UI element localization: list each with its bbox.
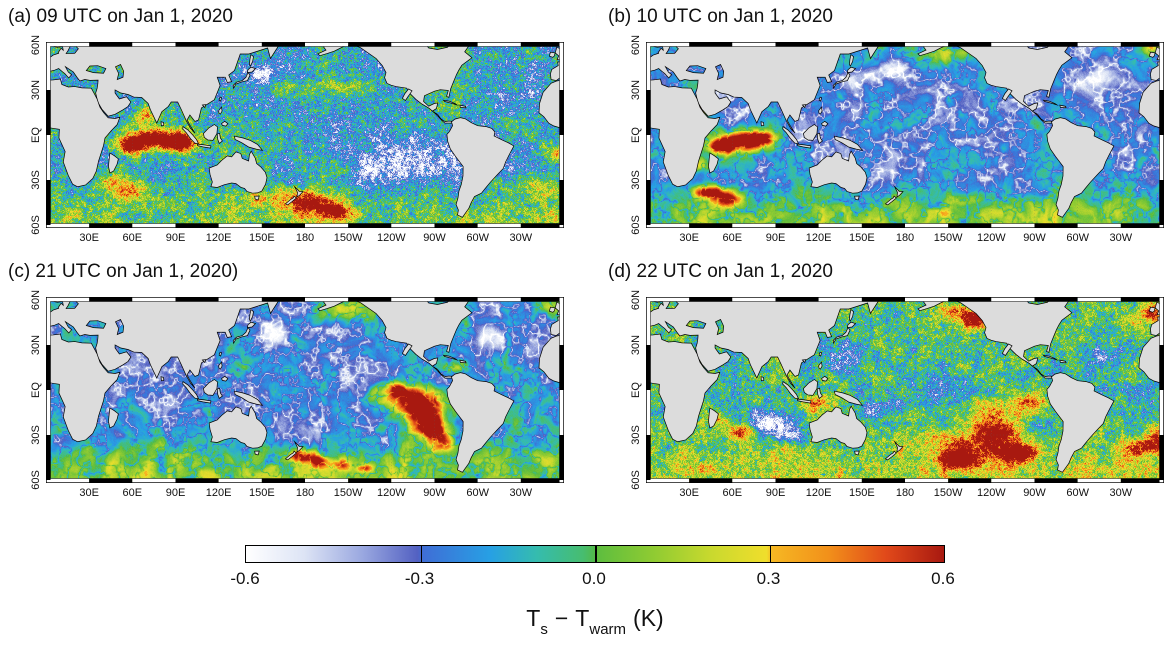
lon-tick-90E: 90E [165, 232, 186, 244]
lon-tick-120W: 120W [976, 487, 1006, 499]
lat-tick-EQ: EQ [630, 382, 642, 398]
lon-tick-120W: 120W [376, 232, 406, 244]
lat-tick-EQ: EQ [630, 127, 642, 143]
map-canvas-d [646, 297, 1164, 483]
lon-tick-180: 180 [895, 487, 915, 499]
lat-tick-60S: 60S [30, 215, 42, 235]
panel-d: (d) 22 UTC on Jan 1, 2020 60N 30N EQ 30S 60S… [606, 261, 1172, 513]
panel-title-b: (b) 10 UTC on Jan 1, 2020 [608, 6, 833, 27]
lat-tick-60N: 60N [630, 34, 642, 56]
lon-tick-30E: 30E [679, 487, 699, 499]
lon-tick-30E: 30E [679, 232, 699, 244]
lon-tick-90E: 90E [765, 487, 786, 499]
lat-tick-30N: 30N [630, 79, 642, 101]
lon-tick-180: 180 [295, 487, 315, 499]
lat-tick-60S: 60S [30, 470, 42, 490]
lon-tick-60W: 60W [1066, 487, 1089, 499]
lon-tick-90W: 90W [1023, 487, 1046, 499]
lon-tick-60W: 60W [466, 487, 489, 499]
lon-tick-180: 180 [895, 232, 915, 244]
lat-tick-60N: 60N [630, 289, 642, 311]
colorbar-tick: -0.3 [404, 569, 435, 588]
lat-tick-60N: 60N [30, 289, 42, 311]
colorbar-tick: -0.6 [230, 569, 260, 588]
map-b: 60N 30N EQ 30S 60S 30E 60E 90E 120E 150E 180 150W 1… [630, 35, 1164, 244]
lon-tick-30W: 30W [1109, 487, 1133, 499]
colorbar-label-sub1: s [540, 621, 548, 639]
lon-tick-120E: 120E [205, 232, 232, 244]
colorbar-divider [420, 546, 423, 562]
lat-tick-30N: 30N [30, 334, 42, 356]
lon-tick-150E: 150E [848, 487, 875, 499]
colorbar-tick: 0.3 [756, 569, 781, 588]
lon-tick-150E: 150E [248, 232, 275, 244]
lon-tick-60W: 60W [466, 232, 489, 244]
colorbar-tick: 0.0 [582, 569, 606, 588]
lon-tick-120E: 120E [805, 487, 832, 499]
lat-tick-60S: 60S [630, 470, 642, 490]
lat-tick-EQ: EQ [30, 382, 42, 398]
lat-tick-60S: 60S [630, 215, 642, 235]
lon-tick-60W: 60W [1066, 232, 1089, 244]
lon-tick-90W: 90W [423, 487, 446, 499]
panel-title-c: (c) 21 UTC on Jan 1, 2020) [8, 261, 239, 282]
colorbar-label-sub2: warm [589, 621, 627, 639]
lon-tick-120W: 120W [376, 487, 406, 499]
lon-tick-30W: 30W [1109, 232, 1133, 244]
lat-tick-30S: 30S [630, 170, 642, 190]
lon-tick-60E: 60E [122, 232, 143, 244]
lon-tick-30E: 30E [79, 232, 99, 244]
lon-tick-120E: 120E [805, 232, 832, 244]
panel-a: (a) 09 UTC on Jan 1, 2020 60N 30N EQ 30S 60S… [6, 6, 592, 258]
lat-tick-30N: 30N [630, 334, 642, 356]
colorbar-label-t2: T [575, 605, 590, 631]
map-d: 60N 30N EQ 30S 60S 30E 60E 90E 120E 150E 180 150W 1… [630, 290, 1164, 499]
lon-tick-60E: 60E [722, 232, 743, 244]
lat-tick-30S: 30S [30, 170, 42, 190]
colorbar-tick: 0.6 [931, 569, 955, 588]
map-canvas-b [646, 42, 1164, 228]
map-canvas-c [46, 297, 564, 483]
lon-tick-150W: 150W [933, 232, 963, 244]
lat-tick-60N: 60N [30, 34, 42, 56]
colorbar-label-unit: (K) [633, 605, 664, 631]
map-canvas-a [46, 42, 564, 228]
colorbar-label-t1: T [526, 605, 541, 631]
lon-tick-90W: 90W [423, 232, 446, 244]
lon-tick-90W: 90W [1023, 232, 1046, 244]
lat-tick-30N: 30N [30, 79, 42, 101]
lon-tick-60E: 60E [122, 487, 143, 499]
lon-tick-150E: 150E [248, 487, 275, 499]
lon-tick-150E: 150E [848, 232, 875, 244]
colorbar-label: Ts − Twarm (K) [245, 605, 945, 639]
lon-tick-150W: 150W [333, 232, 363, 244]
colorbar-divider [595, 546, 597, 562]
map-a: 60N 30N EQ 30S 60S 30E 60E 90E 120E 150E 180 150W 1… [30, 35, 564, 244]
lon-tick-30W: 30W [509, 487, 533, 499]
colorbar: -0.6 -0.3 0.0 0.3 0.6 Ts − Twarm (K) [230, 545, 955, 639]
colorbar-gradient [245, 545, 945, 563]
lon-tick-30W: 30W [509, 232, 533, 244]
panel-b: (b) 10 UTC on Jan 1, 2020 60N 30N EQ 30S 60S… [606, 6, 1172, 258]
colorbar-label-minus: − [554, 605, 569, 631]
lon-tick-150W: 150W [333, 487, 363, 499]
lat-tick-30S: 30S [630, 425, 642, 445]
lon-tick-120E: 120E [205, 487, 232, 499]
panel-title-d: (d) 22 UTC on Jan 1, 2020 [608, 261, 833, 282]
lon-tick-90E: 90E [765, 232, 786, 244]
lon-tick-120W: 120W [976, 232, 1006, 244]
lon-tick-150W: 150W [933, 487, 963, 499]
lon-tick-60E: 60E [722, 487, 743, 499]
lon-tick-90E: 90E [165, 487, 186, 499]
lon-tick-180: 180 [295, 232, 315, 244]
lat-tick-30S: 30S [30, 425, 42, 445]
lat-tick-EQ: EQ [30, 127, 42, 143]
panel-title-a: (a) 09 UTC on Jan 1, 2020 [8, 6, 233, 27]
colorbar-divider [769, 546, 772, 562]
map-c: 60N 30N EQ 30S 60S 30E 60E 90E 120E 150E 180 150W 1… [30, 290, 564, 499]
lon-tick-30E: 30E [79, 487, 99, 499]
panel-c: (c) 21 UTC on Jan 1, 2020) 60N 30N EQ 30S 60… [6, 261, 592, 513]
colorbar-ticks: -0.6 -0.3 0.0 0.3 0.6 [230, 563, 954, 588]
